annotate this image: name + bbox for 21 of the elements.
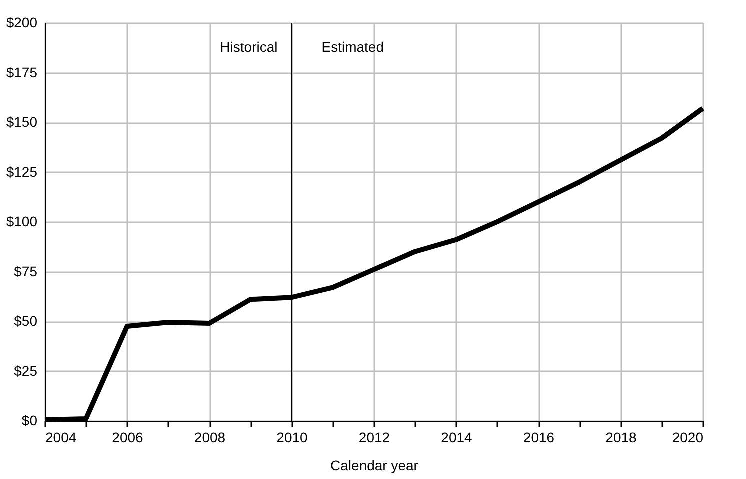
y-tick-label: $100: [6, 214, 38, 230]
y-tick-label: $25: [14, 362, 38, 379]
y-tick-label: $125: [6, 164, 38, 180]
y-tick-label: $0: [22, 412, 38, 428]
y-tick-label: $50: [14, 313, 38, 329]
x-tick-label: 2014: [441, 430, 473, 446]
x-axis-title: Calendar year: [330, 458, 419, 474]
x-tick-label: 2010: [276, 430, 308, 446]
x-tick-label: 2012: [358, 430, 390, 446]
x-tick-label: 2016: [523, 430, 555, 446]
y-tick-label: $150: [6, 114, 38, 130]
x-tick-label: 2018: [606, 430, 638, 446]
y-tick-label: $200: [6, 14, 38, 30]
annotation: Estimated: [322, 39, 384, 55]
annotation: Historical: [220, 39, 278, 55]
x-tick-label: 2006: [112, 430, 144, 446]
y-tick-label: $175: [6, 64, 38, 80]
x-tick-label: 2020: [672, 430, 704, 446]
x-tick-label: 2008: [194, 430, 226, 446]
y-tick-label: $75: [14, 263, 38, 280]
x-tick-label: 2004: [46, 430, 77, 446]
